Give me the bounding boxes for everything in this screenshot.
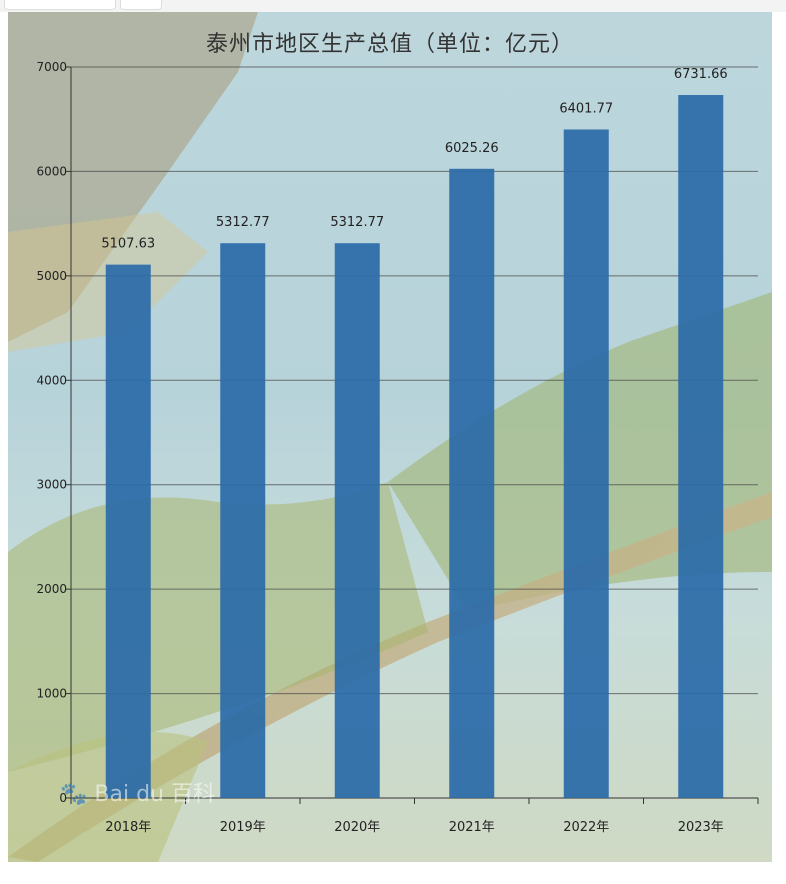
data-labels: 5107.63 5312.77 5312.77 6025.26 6401.77 6731.… bbox=[101, 67, 727, 252]
y-tick-label: 7000 bbox=[36, 60, 67, 74]
bar-chart: 5107.63 5312.77 5312.77 6025.26 6401.77 6731.… bbox=[36, 60, 759, 835]
y-tick-label: 2000 bbox=[36, 582, 67, 596]
y-tick-label: 4000 bbox=[36, 373, 67, 387]
bar bbox=[334, 243, 380, 799]
y-tick-label: 5000 bbox=[36, 269, 67, 283]
x-tick-labels: 2018年 2019年 2020年 2021年 2022年 2023年 bbox=[105, 820, 724, 835]
data-label: 6401.77 bbox=[559, 101, 613, 116]
x-tick-label: 2020年 bbox=[334, 820, 380, 835]
bar bbox=[563, 129, 609, 799]
watermark-text: Bai du 百科 bbox=[94, 782, 215, 807]
data-label: 6025.26 bbox=[445, 141, 499, 156]
x-tick-label: 2019年 bbox=[220, 820, 266, 835]
watermark: 🐾 Bai du 百科 bbox=[60, 776, 215, 808]
chart-background-photo: 泰州市地区生产总值（单位：亿元） 5107.63 5312.77 5312.77 60… bbox=[8, 12, 772, 862]
bar bbox=[449, 168, 495, 798]
x-tick-label: 2018年 bbox=[105, 820, 151, 835]
baidu-paw-icon: 🐾 bbox=[60, 782, 88, 807]
data-label: 6731.66 bbox=[674, 67, 728, 82]
y-tick-labels: 0 1000 2000 3000 4000 5000 6000 7000 bbox=[36, 60, 67, 805]
bar bbox=[220, 243, 266, 799]
bars bbox=[105, 95, 724, 799]
y-tick-label: 3000 bbox=[36, 478, 67, 492]
tab-stub[interactable] bbox=[4, 0, 116, 10]
chart-title: 泰州市地区生产总值（单位：亿元） bbox=[205, 32, 574, 57]
x-tick-label: 2023年 bbox=[678, 820, 724, 835]
data-label: 5312.77 bbox=[330, 215, 384, 230]
y-tick-label: 1000 bbox=[36, 687, 67, 701]
browser-top-strip bbox=[0, 0, 786, 12]
x-tick-label: 2021年 bbox=[449, 820, 495, 835]
data-label: 5107.63 bbox=[101, 237, 155, 252]
data-label: 5312.77 bbox=[216, 215, 270, 230]
tab-stub[interactable] bbox=[120, 0, 162, 10]
y-tick-label: 0 bbox=[59, 791, 67, 805]
bar bbox=[105, 264, 151, 798]
bar bbox=[678, 95, 724, 799]
x-tick-label: 2022年 bbox=[563, 820, 609, 835]
grid-lines bbox=[66, 66, 758, 799]
y-tick-label: 6000 bbox=[36, 164, 67, 178]
axes bbox=[70, 67, 759, 804]
